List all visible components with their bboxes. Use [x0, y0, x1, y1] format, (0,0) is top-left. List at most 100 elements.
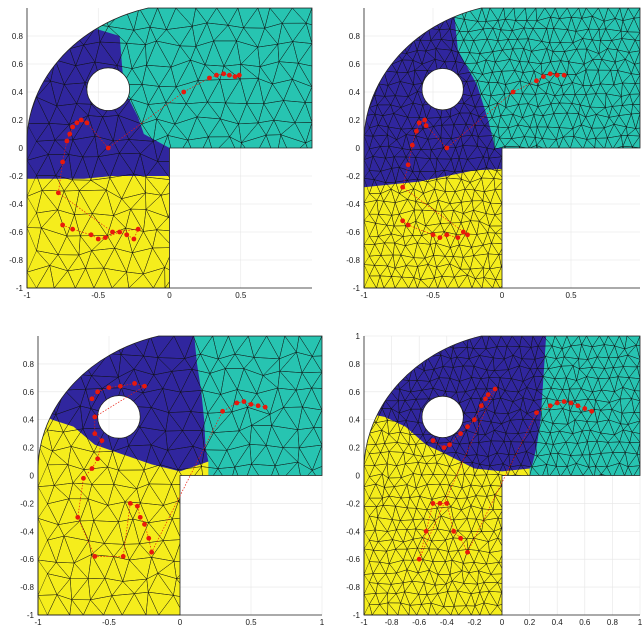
data-point [90, 466, 95, 471]
x-tick-label: -0.2 [468, 618, 482, 626]
y-tick-label: 0.2 [23, 444, 35, 453]
x-tick-label: 0.8 [607, 618, 619, 626]
x-tick-label: -0.8 [385, 618, 399, 626]
data-point [444, 501, 449, 506]
data-point [569, 401, 574, 406]
y-tick-label: -0.6 [9, 228, 23, 237]
y-tick-label: 0 [356, 472, 361, 481]
y-tick-label: 0.8 [23, 360, 35, 369]
data-point [458, 431, 463, 436]
data-point [221, 71, 226, 76]
data-point [451, 529, 456, 534]
data-point [562, 399, 567, 404]
data-point [444, 146, 449, 151]
data-point [136, 227, 141, 232]
data-point [461, 230, 466, 235]
data-point [493, 387, 498, 392]
y-tick-label: -0.6 [346, 228, 360, 237]
y-tick-label: 1 [356, 332, 361, 341]
data-point [67, 132, 72, 137]
data-point [455, 235, 460, 240]
data-point [207, 76, 212, 81]
y-tick-label: -0.2 [346, 172, 360, 181]
data-point [400, 218, 405, 223]
data-point [214, 73, 219, 78]
data-point [181, 90, 186, 95]
data-point [406, 162, 411, 167]
data-point [256, 403, 261, 408]
data-point [442, 445, 447, 450]
data-point [472, 417, 477, 422]
x-tick-label: -1 [360, 291, 368, 300]
data-point [149, 550, 154, 555]
panel-2: -1 -0.5 0 0.5 -1 -0.8 -0.6 -0.4 -0.2 0 0.2 0.4 0.6 0.… [346, 8, 642, 300]
x-tick-label: -0.5 [102, 618, 116, 626]
x-tick-label: -1 [360, 618, 368, 626]
x-tick-label: 0 [178, 618, 183, 626]
data-point [479, 403, 484, 408]
data-point [237, 73, 242, 78]
data-point [95, 456, 100, 461]
data-point [417, 557, 422, 562]
y-tick-label: 0.8 [349, 360, 361, 369]
data-point [142, 384, 147, 389]
data-point [438, 501, 443, 506]
y-tick-label: -0.4 [20, 527, 34, 536]
data-point [79, 118, 84, 123]
data-point [84, 120, 89, 125]
y-tick-label: -0.6 [20, 555, 34, 564]
panel-1: -1 -0.5 0 0.5 -1 -0.8 -0.6 -0.4 -0.2 0 0.2 0.4 0.6 0.… [9, 8, 321, 300]
data-point [227, 73, 232, 78]
data-point [118, 384, 123, 389]
data-point [424, 123, 429, 128]
panel-3: -1 -0.5 0 0.5 1 -1 -0.8 -0.6 -0.4 -0.2 0 0.2 0.4 0.6 0… [20, 336, 331, 626]
x-tick-label: -0.5 [91, 291, 105, 300]
data-point [465, 550, 470, 555]
data-point [81, 476, 86, 481]
y-tick-label: 0.4 [23, 416, 35, 425]
x-tick-label: 0.6 [579, 618, 591, 626]
data-point [106, 146, 111, 151]
y-tick-label: -1 [16, 284, 24, 293]
data-point [89, 232, 94, 237]
y-tick-label: -0.8 [346, 583, 360, 592]
data-point [110, 230, 115, 235]
x-tick-label: 0.5 [565, 291, 577, 300]
data-point [142, 522, 147, 527]
data-point [60, 160, 65, 165]
x-tick-label: 0.5 [245, 618, 257, 626]
data-point [548, 403, 553, 408]
region-yellow [27, 176, 170, 288]
y-tick-label: 0.8 [349, 32, 361, 41]
x-tick-label: 0 [500, 291, 505, 300]
data-point [138, 515, 143, 520]
y-tick-label: -0.8 [20, 583, 34, 592]
data-point [117, 230, 122, 235]
data-point [103, 235, 108, 240]
data-point [124, 232, 129, 237]
y-tick-label: -0.8 [9, 256, 23, 265]
y-tick-label: 0.8 [12, 32, 24, 41]
data-point [132, 381, 137, 386]
y-tick-label: -0.4 [346, 527, 360, 536]
data-point [56, 190, 61, 195]
data-point [60, 223, 65, 228]
data-point [431, 438, 436, 443]
x-tick-label: 0 [167, 291, 172, 300]
data-point [92, 431, 97, 436]
data-point [424, 529, 429, 534]
x-tick-label: -1 [23, 291, 31, 300]
data-point [90, 396, 95, 401]
data-point [100, 438, 105, 443]
data-point [582, 406, 587, 411]
data-point [414, 129, 419, 134]
x-tick-label: 0.2 [524, 618, 536, 626]
data-point [70, 125, 75, 130]
data-point [96, 237, 101, 242]
x-tick-label: 0.5 [235, 291, 247, 300]
data-point [589, 409, 594, 414]
data-point [128, 501, 133, 506]
data-point [465, 232, 470, 237]
y-tick-label: -0.8 [346, 256, 360, 265]
data-point [406, 223, 411, 228]
